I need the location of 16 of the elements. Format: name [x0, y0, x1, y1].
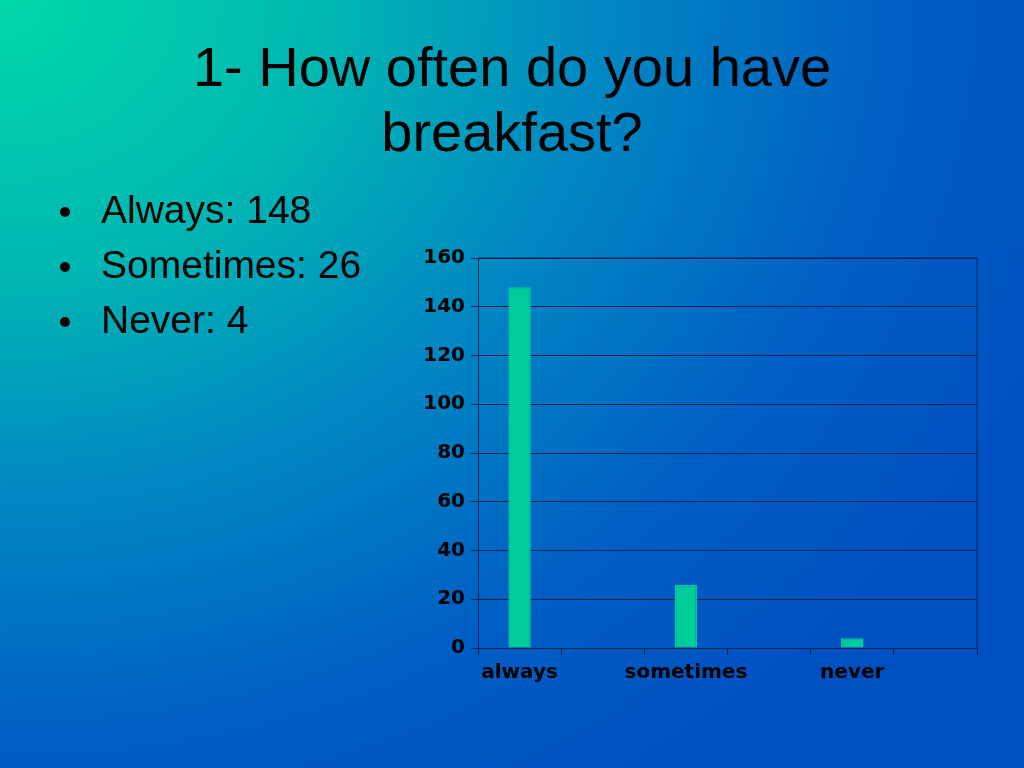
y-tick-label: 140	[423, 292, 465, 317]
text: Sometimes: 26	[101, 242, 362, 288]
y-tick-label: 0	[451, 634, 465, 659]
x-tick-label: never	[820, 659, 885, 684]
y-tick-label: 160	[423, 244, 465, 269]
chart-title: 1- How often do you have breakfast?	[191, 34, 833, 164]
y-tick-label: 60	[437, 487, 465, 512]
text: Always: 148	[101, 187, 312, 233]
y-tick-label: 120	[423, 341, 465, 366]
y-tick-label: 100	[423, 390, 465, 415]
y-tick-label: 40	[437, 536, 465, 561]
text: Never: 4	[101, 297, 249, 343]
y-tick-label: 80	[437, 439, 465, 464]
x-tick-label: always	[481, 659, 558, 684]
y-tick-label: 20	[437, 585, 465, 610]
x-tick-label: sometimes	[624, 659, 748, 684]
